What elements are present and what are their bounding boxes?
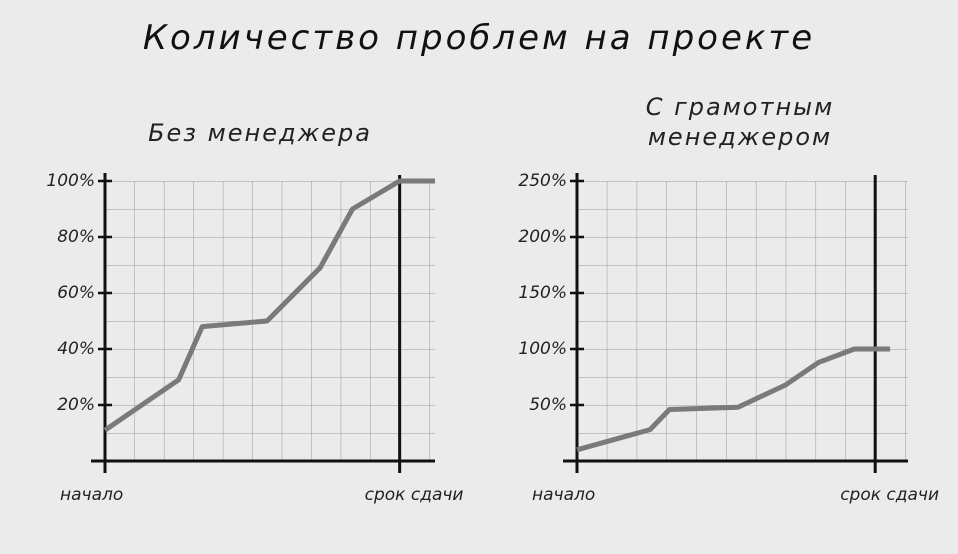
x-tick-label: начало bbox=[60, 485, 123, 505]
data-line bbox=[103, 178, 435, 433]
chart-title: Без менеджера bbox=[148, 119, 372, 147]
y-tick-label: 150% bbox=[518, 283, 567, 303]
y-tick-label: 50% bbox=[529, 395, 567, 415]
x-tick-label: срок сдачи bbox=[365, 485, 464, 505]
data-line bbox=[576, 346, 891, 453]
grid bbox=[577, 181, 908, 461]
y-tick-label: 100% bbox=[46, 171, 95, 191]
y-tick-label: 20% bbox=[57, 395, 95, 415]
chart-title: С грамотным менеджером bbox=[645, 93, 835, 151]
y-tick-label: 80% bbox=[57, 227, 95, 247]
x-tick-label: срок сдачи bbox=[840, 485, 939, 505]
y-tick-label: 100% bbox=[518, 339, 567, 359]
x-tick-label: начало bbox=[532, 485, 595, 505]
y-tick-label: 60% bbox=[57, 283, 95, 303]
y-tick-label: 250% bbox=[518, 171, 567, 191]
y-tick-label: 200% bbox=[518, 227, 567, 247]
y-tick-label: 40% bbox=[57, 339, 95, 359]
page-title: Количество проблем на проекте bbox=[142, 18, 816, 58]
